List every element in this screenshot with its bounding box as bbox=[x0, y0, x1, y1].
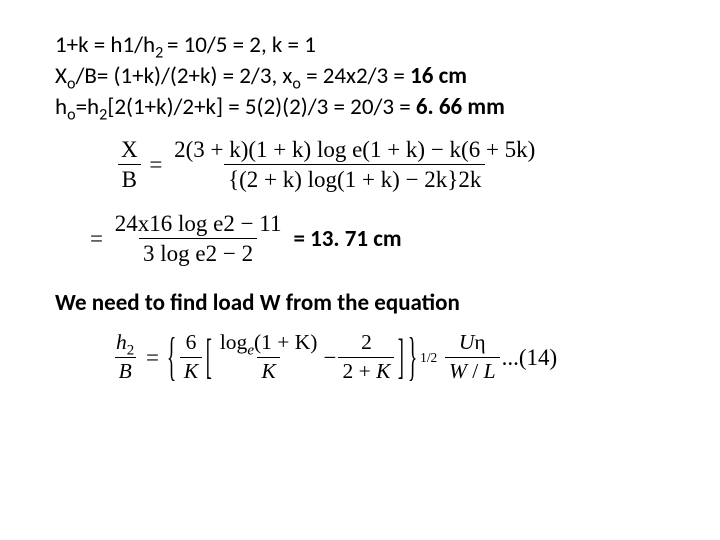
lhs-frac: X B bbox=[117, 137, 142, 193]
f3: 2 2 + K bbox=[338, 331, 394, 383]
left-brace-group: { 6 K [ loge(1 + K) K − 2 2 + K ] } bbox=[165, 331, 419, 383]
right-bracket-icon: ] bbox=[398, 330, 404, 385]
lhs-h2b: h2 B bbox=[112, 331, 138, 383]
line-2: Xo/B= (1+k)/(2+k) = 2/3, xo = 24x2/3 = 1… bbox=[55, 61, 670, 92]
calc-lines: 1+k = h1/h2 = 10/5 = 2, k = 1 Xo/B= (1+k… bbox=[55, 30, 670, 123]
left-brace-icon: { bbox=[167, 328, 176, 388]
exponent: 1/2 bbox=[420, 350, 437, 366]
rhs-frac: 2(3 + k)(1 + k) log e(1 + k) − k(6 + 5k)… bbox=[170, 137, 539, 193]
left-bracket-icon: [ bbox=[206, 330, 212, 385]
document-page: 1+k = h1/h2 = 10/5 = 2, k = 1 Xo/B= (1+k… bbox=[0, 0, 720, 414]
numeric-frac: 24x16 log e2 − 11 3 log e2 − 2 bbox=[111, 211, 286, 267]
equation-h2-over-b: h2 B = { 6 K [ loge(1 + K) K − 2 2 + K ]… bbox=[55, 331, 670, 383]
right-brace-icon: } bbox=[408, 328, 417, 388]
f2: loge(1 + K) K bbox=[216, 331, 322, 383]
equation-x-over-b: X B = 2(3 + k)(1 + k) log e(1 + k) − k(6… bbox=[55, 137, 670, 193]
line-1: 1+k = h1/h2 = 10/5 = 2, k = 1 bbox=[55, 30, 670, 61]
f1: 6 K bbox=[180, 331, 202, 383]
line-3: ho=h2[2(1+k)/2+k] = 5(2)(2)/3 = 20/3 = 6… bbox=[55, 92, 670, 123]
trailing-dots: ...(14) bbox=[502, 345, 558, 371]
note-text: We need to find load W from the equation bbox=[55, 288, 670, 319]
equation-numeric: = 24x16 log e2 − 11 3 log e2 − 2 = 13. 7… bbox=[55, 211, 670, 267]
tail-frac: Uη W / L bbox=[445, 331, 500, 383]
